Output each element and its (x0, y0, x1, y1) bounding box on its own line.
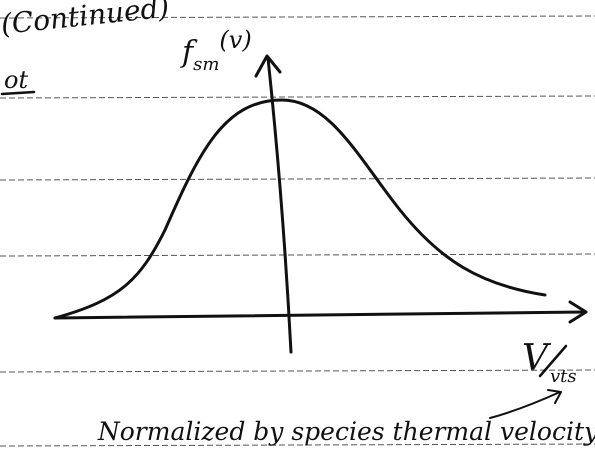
page: (Continued) ot fsm(v) V vts Normalized b… (0, 0, 595, 460)
y-axis-label: fsm(v) (180, 26, 252, 75)
x-label-numerator: V (522, 338, 552, 379)
note-sheet: (Continued) ot fsm(v) V vts Normalized b… (0, 0, 595, 460)
y-label-sub: sm (193, 54, 219, 75)
ruled-line (0, 96, 595, 98)
ruled-line (0, 178, 595, 180)
y-label-arg: (v) (219, 26, 251, 54)
margin-note: ot (4, 66, 28, 94)
caption: Normalized by species thermal velocity (97, 417, 595, 446)
x-axis (55, 312, 585, 318)
pointer-arrow (490, 390, 561, 418)
page-title: (Continued) (0, 0, 171, 41)
distribution-curve (55, 100, 545, 318)
ruled-line (0, 370, 595, 372)
x-label-denominator: vts (550, 366, 577, 387)
ruled-line (0, 254, 595, 256)
